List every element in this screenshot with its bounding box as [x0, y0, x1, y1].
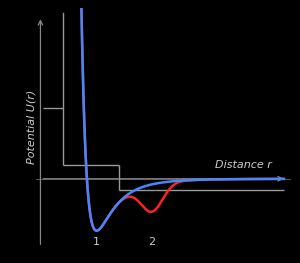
- Text: Distance r: Distance r: [214, 160, 272, 170]
- Text: 2: 2: [148, 237, 155, 247]
- Text: Potential U(r): Potential U(r): [26, 90, 37, 164]
- Text: 1: 1: [93, 237, 100, 247]
